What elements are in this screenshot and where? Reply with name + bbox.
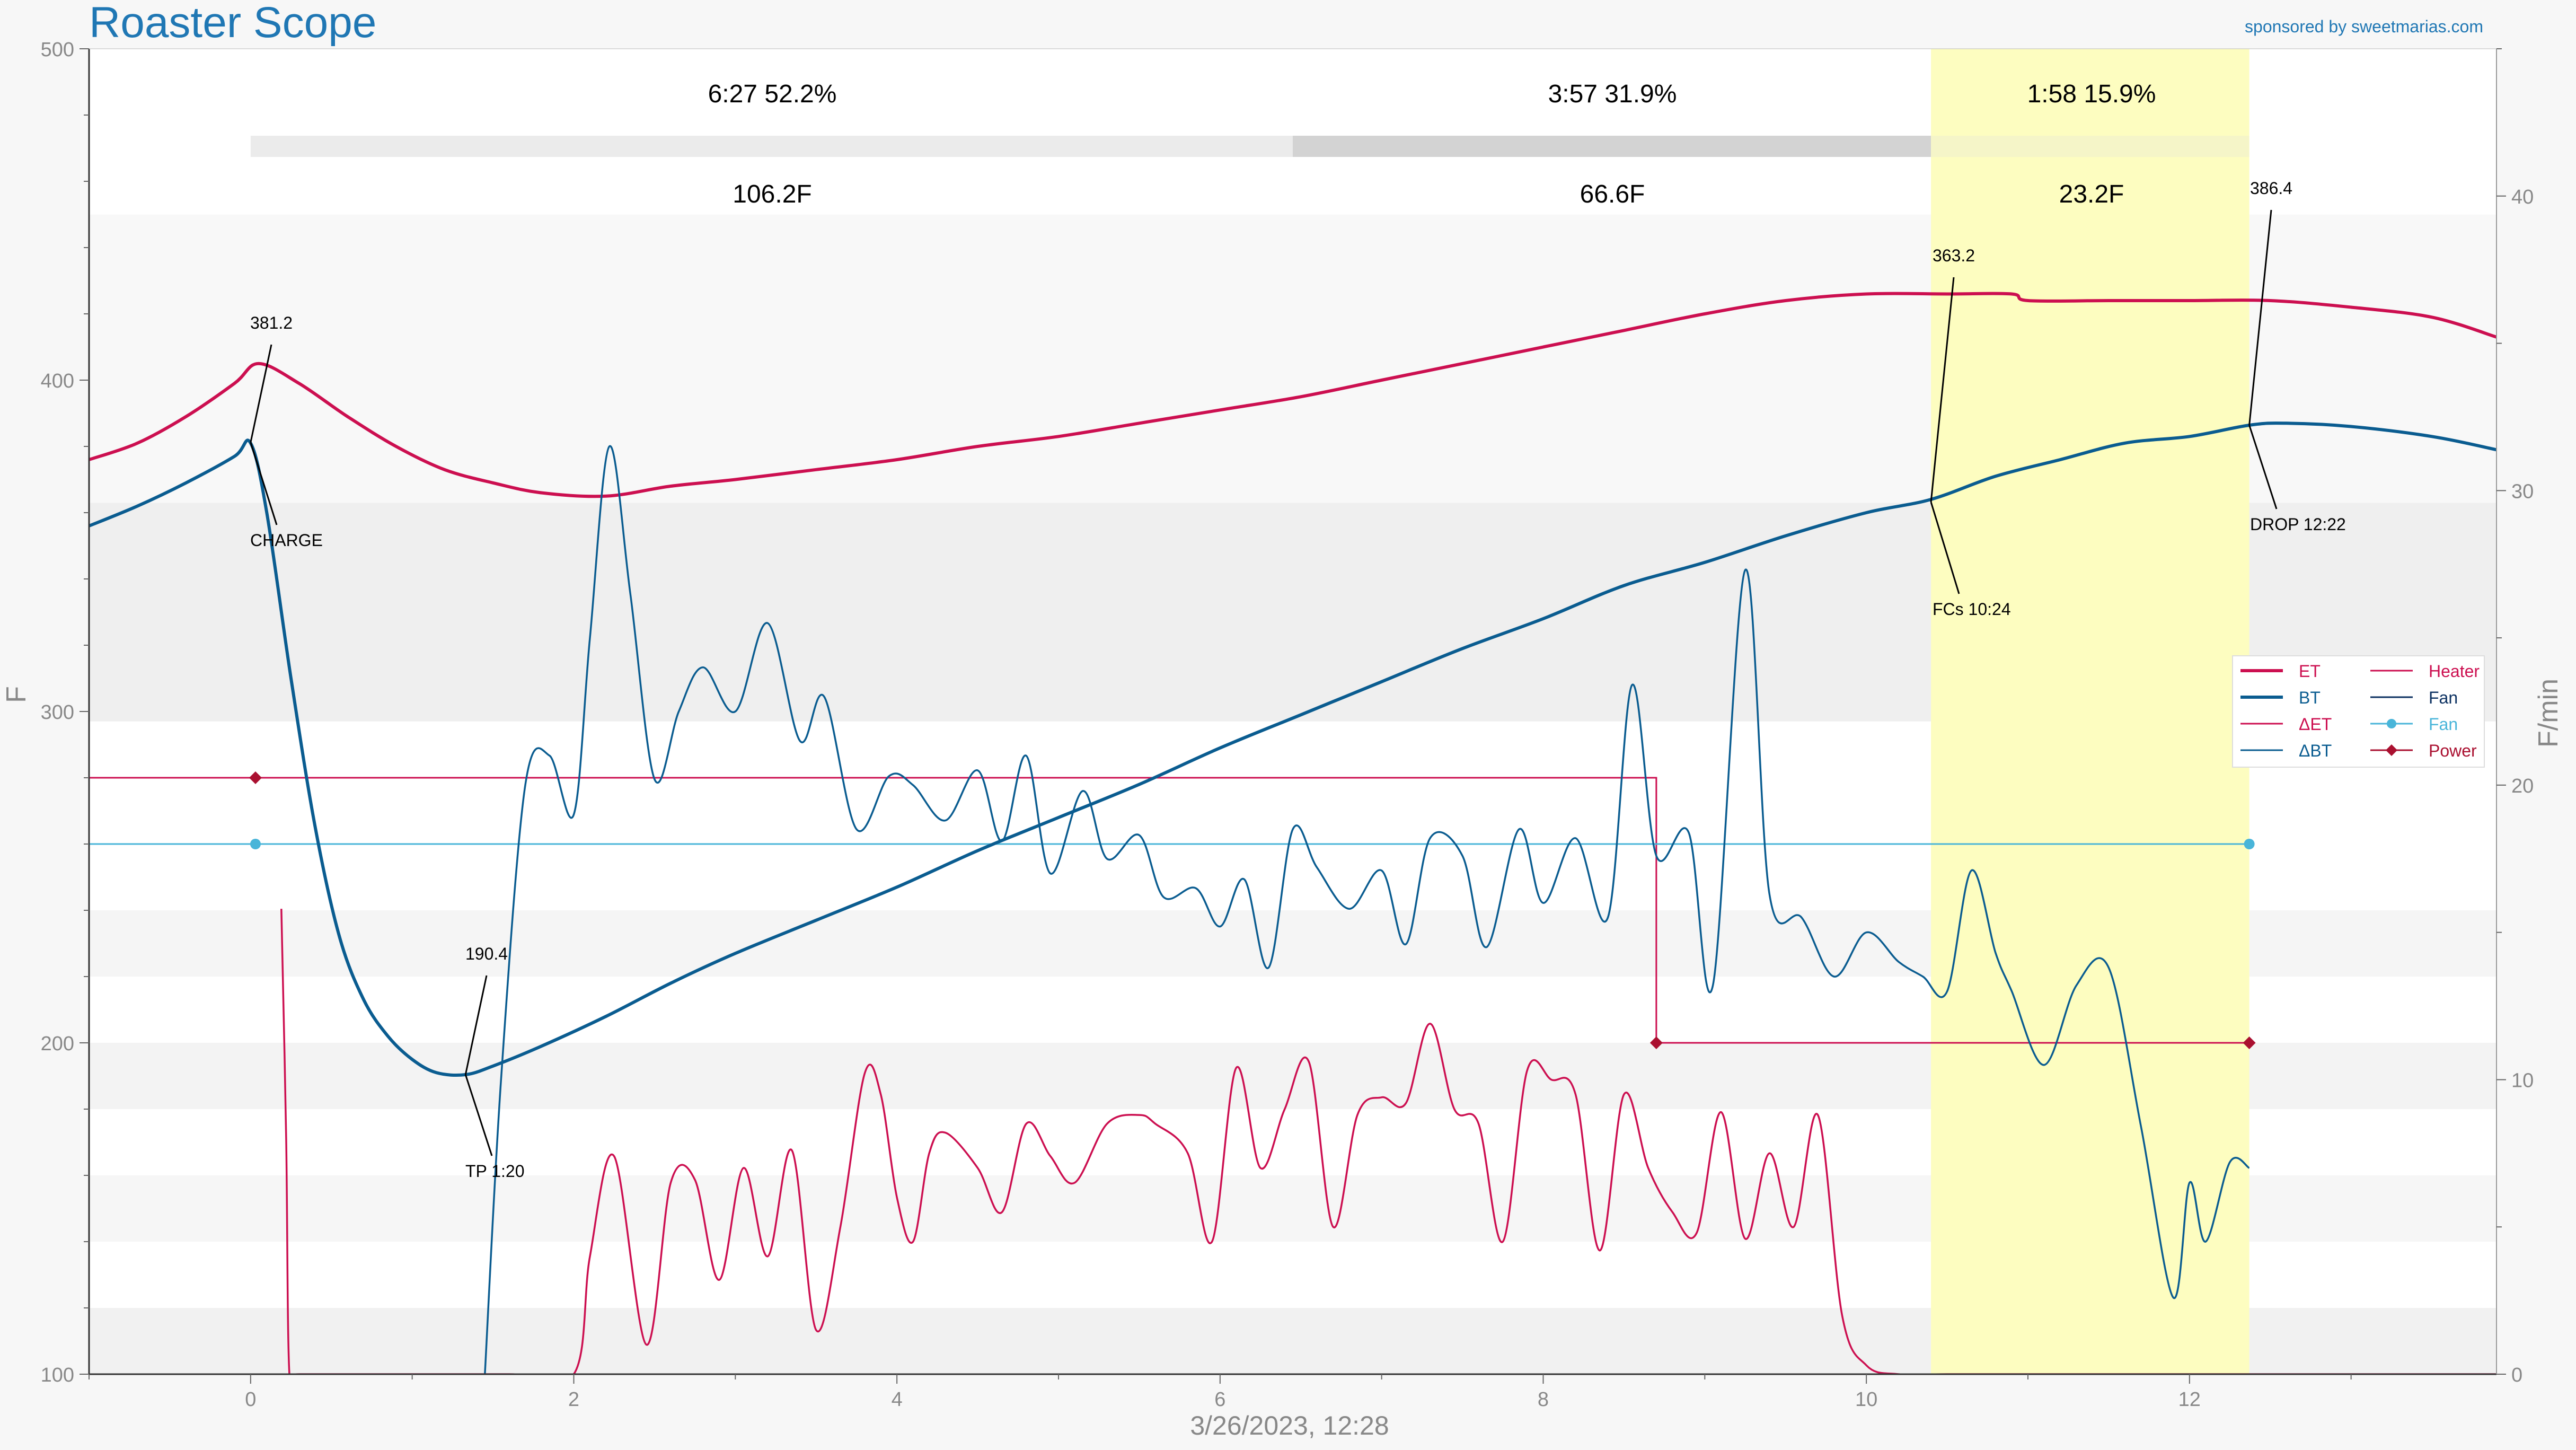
legend: ET BT ΔET ΔBT Heater Fan Fan Power xyxy=(2232,655,2485,768)
legend-label: ΔBT xyxy=(2299,741,2332,760)
event-annotations: 381.2 CHARGE 190.4 TP 1:20 363.2 FCs 10:24 386… xyxy=(250,179,2346,1181)
event-value-label: 190.4 xyxy=(465,944,508,963)
app-title: Roaster Scope xyxy=(89,0,376,47)
control-heater-line xyxy=(89,777,2249,1044)
fan-marker xyxy=(250,839,261,849)
event-value-label: 381.2 xyxy=(250,313,293,332)
y2-tick-label: 0 xyxy=(2511,1364,2522,1386)
power-marker xyxy=(249,771,262,784)
event-leader-line xyxy=(2248,209,2272,426)
power-marker xyxy=(2243,1036,2256,1049)
legend-label: Fan xyxy=(2429,715,2458,734)
phase-duration-label: 6:27 52.2% xyxy=(708,80,837,108)
event-leader-line xyxy=(464,975,488,1075)
phase-rise-label: 106.2F xyxy=(733,180,811,208)
event-leader-line xyxy=(250,344,272,443)
legend-swatch-marker xyxy=(2387,719,2396,728)
phase-segment xyxy=(1293,136,1931,157)
phase-bar: 6:27 52.2% 106.2F 3:57 31.9% 66.6F 1:58 15.9… xyxy=(250,80,2249,208)
x-tick-label: 2 xyxy=(568,1389,579,1411)
x-axis-label: 3/26/2023, 12:28 xyxy=(1190,1411,1389,1440)
phase-duration-label: 3:57 31.9% xyxy=(1548,80,1677,108)
y-tick-label: 400 xyxy=(41,370,74,392)
legend-box xyxy=(2232,655,2485,768)
sponsor-link[interactable]: sponsored by sweetmarias.com xyxy=(2245,17,2483,36)
y2-tick-label: 30 xyxy=(2511,480,2534,503)
x-tick-label: 6 xyxy=(1214,1389,1225,1411)
fan-marker xyxy=(2244,839,2255,849)
legend-label: Fan xyxy=(2429,688,2458,707)
x-tick-label: 4 xyxy=(892,1389,903,1411)
series-et-line xyxy=(89,292,2496,498)
phase-segment xyxy=(250,136,1293,157)
legend-swatch-marker xyxy=(2386,744,2397,756)
y-axis-label: F xyxy=(1,686,32,703)
phase-duration-label: 1:58 15.9% xyxy=(2027,80,2156,108)
event-value-label: 363.2 xyxy=(1933,246,1975,265)
event-leader-line xyxy=(1930,277,1955,503)
y-tick-label: 100 xyxy=(41,1364,74,1386)
event-leader-line xyxy=(1930,502,1960,594)
event-leader-line xyxy=(464,1074,493,1156)
y2-tick-label: 10 xyxy=(2511,1069,2534,1092)
x-tick-label: 10 xyxy=(1855,1389,1877,1411)
legend-label: ET xyxy=(2299,662,2321,681)
event-leader-line xyxy=(2248,425,2278,509)
event-name-label: FCs 10:24 xyxy=(1933,600,2011,619)
event-leader-line xyxy=(250,442,278,525)
legend-label: ΔET xyxy=(2299,715,2332,734)
series-bt-line xyxy=(89,421,2496,1077)
event-name-label: DROP 12:22 xyxy=(2250,515,2346,534)
series-layer xyxy=(89,292,2496,1374)
phase-segment xyxy=(1931,136,2249,157)
development-band xyxy=(1931,49,2249,1374)
plot-area xyxy=(89,49,2496,1374)
x-tick-label: 8 xyxy=(1538,1389,1549,1411)
legend-label: BT xyxy=(2299,688,2321,707)
legend-label: Power xyxy=(2429,741,2477,760)
series-delta_bt-line xyxy=(484,445,2250,1374)
series-delta_et-line xyxy=(280,909,2496,1374)
y-tick-label: 300 xyxy=(41,701,74,724)
y2-axis-label: F/min xyxy=(2533,679,2564,748)
x-tick-label: 0 xyxy=(245,1389,256,1411)
power-marker xyxy=(1649,1036,1663,1049)
event-name-label: CHARGE xyxy=(250,531,323,550)
phase-rise-label: 23.2F xyxy=(2059,180,2124,208)
legend-label: Heater xyxy=(2429,662,2480,681)
x-tick-label: 12 xyxy=(2178,1389,2201,1411)
phase-rise-label: 66.6F xyxy=(1580,180,1645,208)
y-tick-label: 500 xyxy=(41,39,74,61)
y2-tick-label: 20 xyxy=(2511,775,2534,797)
event-value-label: 386.4 xyxy=(2250,179,2292,198)
y-tick-label: 200 xyxy=(41,1033,74,1055)
y2-tick-label: 40 xyxy=(2511,186,2534,208)
event-name-label: TP 1:20 xyxy=(465,1162,524,1181)
